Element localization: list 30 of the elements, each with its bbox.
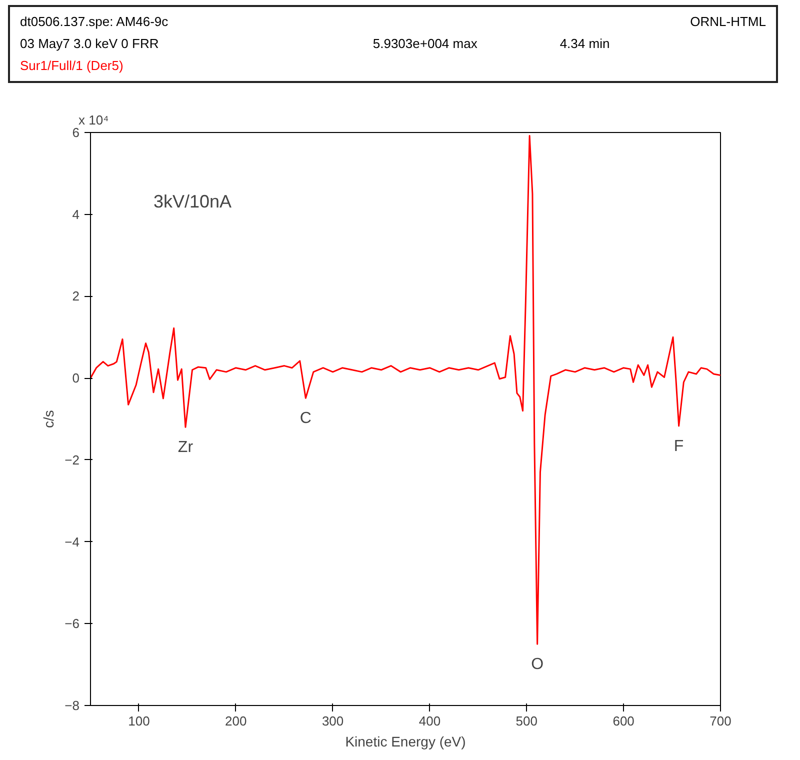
annotation: C — [300, 410, 312, 428]
x-tick-label: 300 — [322, 714, 344, 728]
x-tick-label: 600 — [612, 714, 634, 728]
x-tick-label: 700 — [710, 714, 732, 728]
x-axis-title: Kinetic Energy (eV) — [345, 734, 466, 750]
annotation: Zr — [178, 439, 194, 456]
y-tick-label: 4 — [72, 206, 80, 222]
text: 4.34 min — [560, 34, 611, 53]
text: 5.9303e+004 max — [372, 34, 478, 53]
x-tick-label: 100 — [128, 714, 150, 728]
text: ORNL-HTML — [689, 12, 766, 31]
annotation: 3kV/10nA — [154, 191, 232, 212]
y-tick-label: 6 — [72, 125, 80, 140]
x-tick-label: 400 — [418, 714, 441, 728]
annotation: O — [531, 656, 544, 674]
y-tick-label: 0 — [72, 370, 80, 386]
y-tick-label: −8 — [64, 698, 80, 713]
x-tick-label: 500 — [516, 714, 538, 728]
y-tick-label: −6 — [64, 616, 80, 632]
y-tick-label: 2 — [72, 288, 80, 304]
y-axis-title: c/s — [40, 410, 57, 428]
text: x 10⁴ — [78, 112, 109, 128]
y-tick-label: −4 — [64, 534, 80, 550]
x-tick-label: 200 — [225, 714, 247, 728]
y-tick-label: −2 — [64, 452, 80, 468]
annotation: F — [674, 438, 684, 455]
text: 03 May7 3.0 keV 0 FRR — [20, 34, 160, 53]
text: Sur1/Full/1 (Der5) — [20, 58, 124, 73]
text: dt0506.137.spe: AM46-9c — [20, 12, 170, 31]
line-series — [90, 135, 720, 645]
